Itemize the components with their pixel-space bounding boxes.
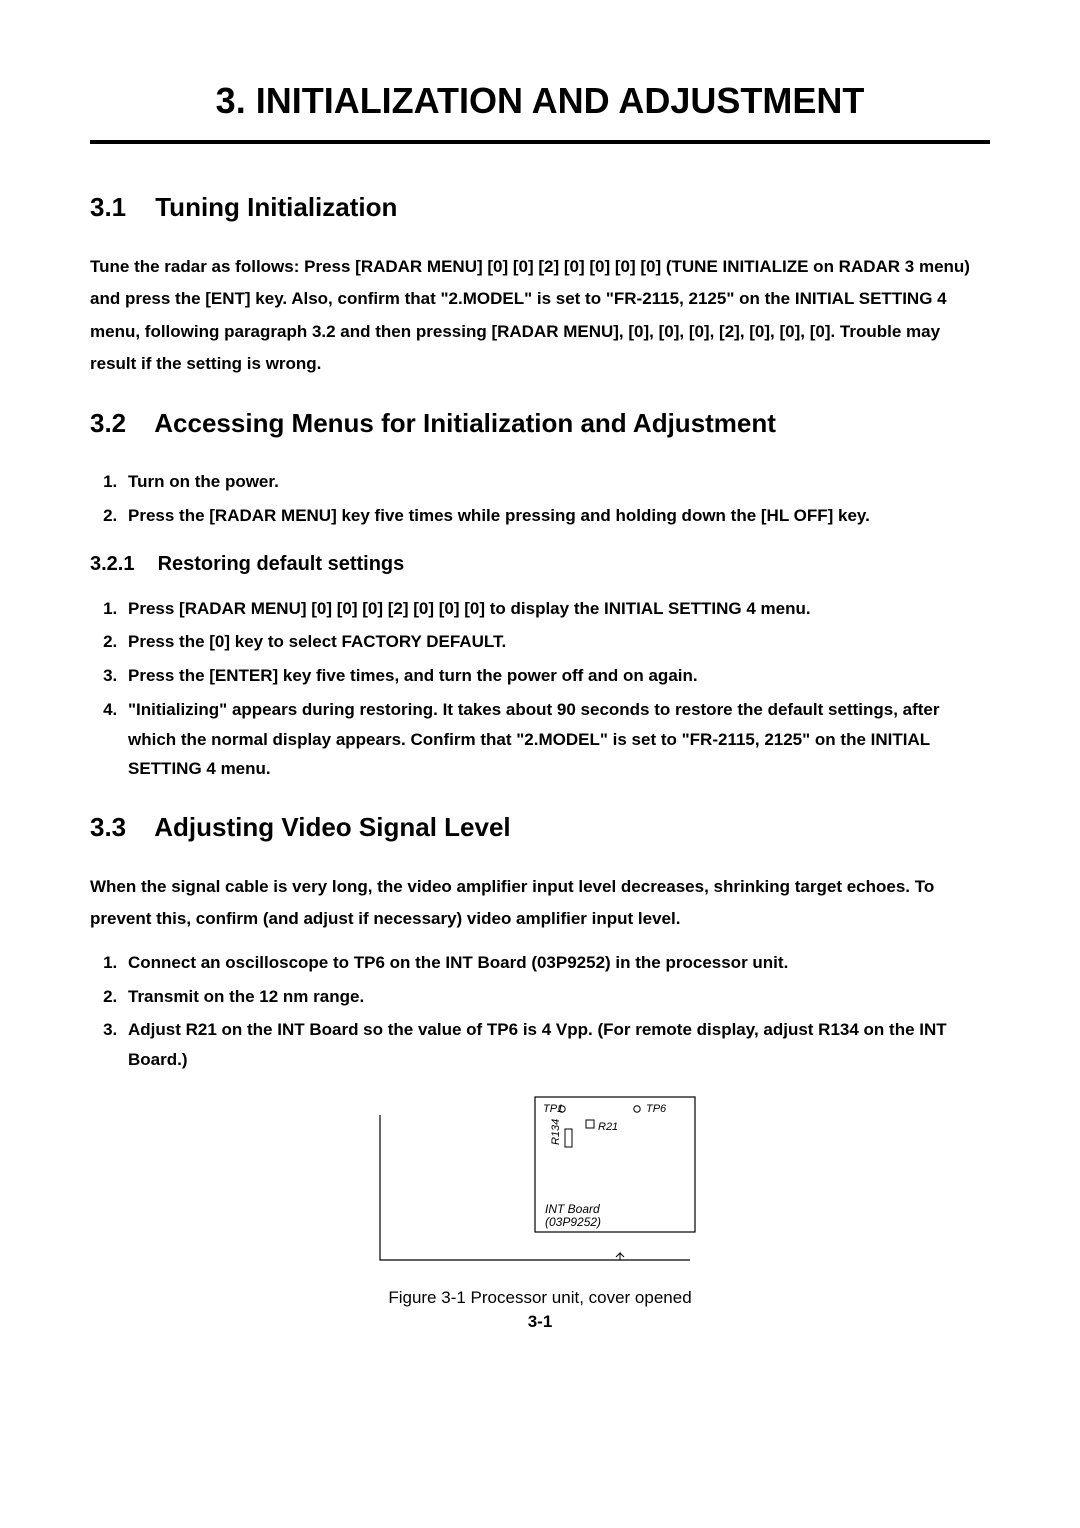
- section-3-3-heading: 3.3 Adjusting Video Signal Level: [90, 812, 990, 843]
- subsection-number: 3.2.1: [90, 553, 152, 576]
- section-3-2-heading: 3.2 Accessing Menus for Initialization a…: [90, 408, 990, 439]
- list-item: Turn on the power.: [122, 467, 990, 497]
- list-item: Press the [RADAR MENU] key five times wh…: [122, 501, 990, 531]
- subsection-3-2-1-list: Press [RADAR MENU] [0] [0] [0] [2] [0] […: [90, 594, 990, 785]
- section-number: 3.2: [90, 408, 148, 439]
- tp6-label: TP6: [646, 1103, 667, 1115]
- section-number: 3.3: [90, 812, 148, 843]
- page-number: 3-1: [90, 1312, 990, 1332]
- list-item: Adjust R21 on the INT Board so the value…: [122, 1015, 990, 1075]
- section-title-text: Tuning Initialization: [155, 192, 397, 222]
- subsection-title-text: Restoring default settings: [158, 553, 405, 575]
- figure-caption: Figure 3-1 Processor unit, cover opened: [90, 1288, 990, 1308]
- list-item: Press [RADAR MENU] [0] [0] [0] [2] [0] […: [122, 594, 990, 624]
- section-title-text: Accessing Menus for Initialization and A…: [154, 408, 776, 438]
- part-no-label: (03P9252): [545, 1215, 601, 1229]
- section-3-3-body: When the signal cable is very long, the …: [90, 871, 990, 936]
- list-item: Press the [ENTER] key five times, and tu…: [122, 661, 990, 691]
- list-item: Transmit on the 12 nm range.: [122, 982, 990, 1012]
- r21-label: R21: [598, 1121, 618, 1133]
- section-3-1-heading: 3.1 Tuning Initialization: [90, 192, 990, 223]
- figure-3-1: TP1 TP6 R21 R134 INT Board (03P9252): [90, 1085, 990, 1280]
- section-number: 3.1: [90, 192, 148, 223]
- processor-unit-diagram-icon: TP1 TP6 R21 R134 INT Board (03P9252): [370, 1085, 710, 1280]
- section-3-1-body: Tune the radar as follows: Press [RADAR …: [90, 251, 990, 380]
- section-title-text: Adjusting Video Signal Level: [154, 812, 510, 842]
- r134-label: R134: [550, 1118, 562, 1144]
- subsection-3-2-1-heading: 3.2.1 Restoring default settings: [90, 553, 990, 576]
- section-3-2-list: Turn on the power. Press the [RADAR MENU…: [90, 467, 990, 531]
- int-board-label: INT Board: [545, 1202, 600, 1216]
- tp1-label: TP1: [543, 1103, 563, 1115]
- section-3-3-list: Connect an oscilloscope to TP6 on the IN…: [90, 948, 990, 1075]
- list-item: Press the [0] key to select FACTORY DEFA…: [122, 627, 990, 657]
- chapter-title: 3. INITIALIZATION AND ADJUSTMENT: [90, 80, 990, 144]
- list-item: "Initializing" appears during restoring.…: [122, 695, 990, 784]
- list-item: Connect an oscilloscope to TP6 on the IN…: [122, 948, 990, 978]
